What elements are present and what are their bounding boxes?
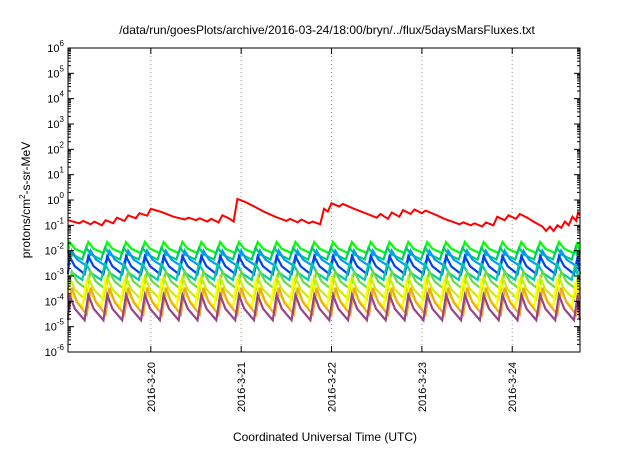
y-tick-label: 101 <box>47 166 64 182</box>
y-tick-label: 10-2 <box>45 242 65 258</box>
y-tick-label: 104 <box>47 90 64 106</box>
series-line-11 <box>66 290 582 323</box>
plot-series <box>66 197 582 323</box>
y-axis-label: protons/cm2-s-sr-MeV <box>18 142 33 258</box>
chart-title: /data/run/goesPlots/archive/2016-03-24/1… <box>119 23 535 37</box>
series-line-1 <box>67 197 581 233</box>
series-line-4 <box>66 247 582 268</box>
y-axis-label-suffix: -s-sr-MeV <box>19 142 33 195</box>
series-line-3 <box>67 243 581 262</box>
y-axis-label-prefix: protons/cm <box>19 199 33 258</box>
y-tick-label: 105 <box>47 64 64 80</box>
x-axis-label: Coordinated Universal Time (UTC) <box>233 430 417 444</box>
y-tick-label: 10-6 <box>45 343 65 359</box>
x-tick-label: 2016-3-22 <box>327 362 339 412</box>
y-axis: 10-6 10-5 10-4 10-3 10-2 10-1 100 101 102 103 104 1… <box>45 39 580 359</box>
x-tick-label: 2016-3-21 <box>236 362 248 412</box>
series-line-7 <box>66 268 582 292</box>
y-tick-label: 106 <box>47 39 64 55</box>
y-tick-label: 10-5 <box>45 318 65 334</box>
series-line-8 <box>66 273 582 302</box>
x-tick-label: 2016-3-23 <box>417 362 429 412</box>
y-axis-label-sup: 2 <box>18 194 27 199</box>
series-line-6 <box>67 260 582 282</box>
x-axis: 2016-3-20 2016-3-21 2016-3-22 2016-3-23 2016… <box>146 48 519 412</box>
y-tick-label: 10-3 <box>45 267 65 283</box>
x-tick-label: 2016-3-20 <box>146 362 158 412</box>
y-tick-label: 103 <box>47 115 64 131</box>
y-tick-label: 102 <box>47 140 64 156</box>
x-tick-label: 2016-3-24 <box>507 362 519 412</box>
series-line-10 <box>66 287 582 318</box>
y-tick-label: 10-1 <box>45 216 65 232</box>
y-tick-label: 10-4 <box>45 292 65 308</box>
y-tick-label: 100 <box>47 191 64 207</box>
